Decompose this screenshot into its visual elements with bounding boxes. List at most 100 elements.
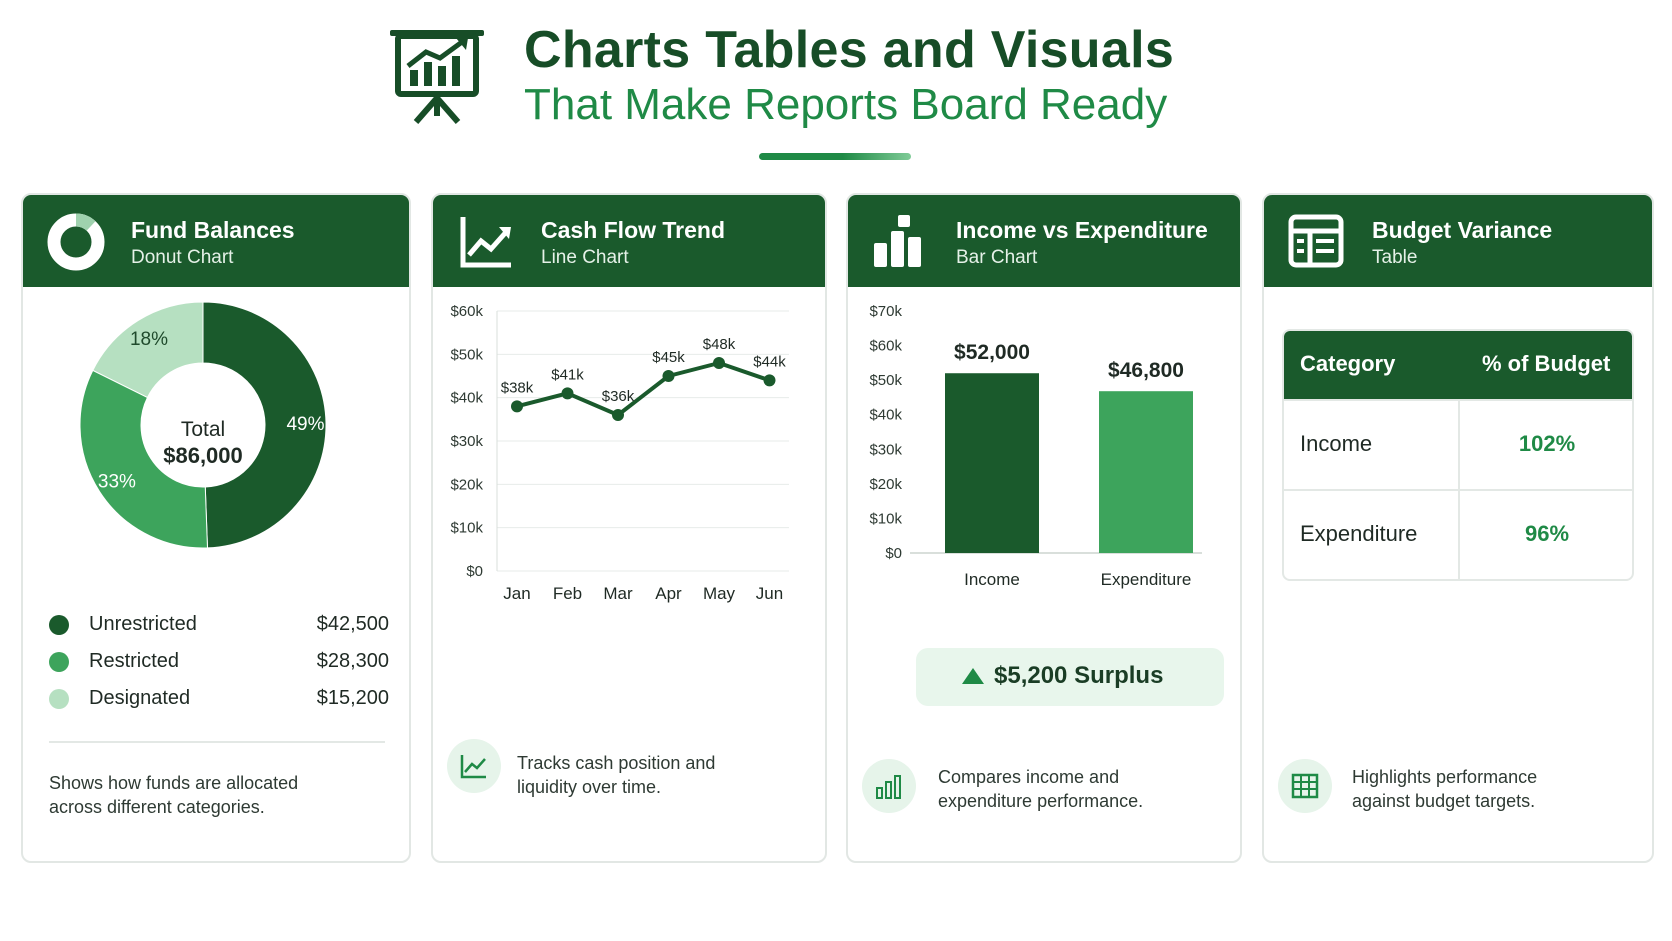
column-divider xyxy=(1458,401,1460,579)
bar-expenditure xyxy=(1099,391,1193,553)
y-tick-label: $50k xyxy=(450,346,483,363)
budget-variance-card: Budget Variance Table Category % of Budg… xyxy=(1262,193,1654,863)
legend-value: $42,500 xyxy=(316,613,389,635)
column-header-category: Category xyxy=(1300,351,1396,376)
y-tick-label: $50k xyxy=(869,372,902,389)
x-tick-label: Feb xyxy=(553,584,582,603)
card-subtitle: Line Chart xyxy=(541,247,629,268)
line-chart-icon xyxy=(460,217,511,268)
data-label: $45k xyxy=(652,349,685,366)
legend-label: Unrestricted xyxy=(89,613,197,635)
grid-icon xyxy=(1278,759,1332,813)
y-tick-label: $40k xyxy=(450,390,483,407)
card-description: Highlights performance against budget ta… xyxy=(1352,767,1538,811)
x-tick-label: Income xyxy=(964,570,1020,589)
surplus-text: $5,200 Surplus xyxy=(994,662,1164,689)
card-subtitle: Table xyxy=(1372,247,1418,268)
title-underline xyxy=(759,153,911,160)
presentation-chart-icon xyxy=(390,30,484,124)
legend-swatch xyxy=(49,689,69,709)
donut-center-label: Total xyxy=(181,418,225,441)
x-tick-label: Jan xyxy=(503,584,530,603)
card-header: Fund Balances Donut Chart xyxy=(23,195,409,287)
y-tick-label: $0 xyxy=(885,545,902,562)
card-title: Income vs Expenditure xyxy=(956,217,1208,243)
data-label: $44k xyxy=(753,353,786,370)
legend-value: $15,200 xyxy=(316,687,389,709)
card-title: Cash Flow Trend xyxy=(541,217,726,243)
table-header: Category % of Budget xyxy=(1284,331,1632,401)
page-header: Charts Tables and Visuals That Make Repo… xyxy=(0,0,1672,170)
surplus-badge: $5,200 Surplus xyxy=(916,648,1224,706)
bar-value-label: $46,800 xyxy=(1108,359,1184,382)
data-point xyxy=(713,357,725,369)
table-icon xyxy=(1288,214,1344,268)
card-description: Shows how funds are allocated across dif… xyxy=(49,773,299,817)
legend-item-restricted: Restricted $28,300 xyxy=(49,648,389,676)
card-title: Fund Balances xyxy=(131,217,295,243)
y-tick-label: $30k xyxy=(869,441,902,458)
y-tick-label: $10k xyxy=(869,510,902,527)
card-header: Budget Variance Table xyxy=(1264,195,1652,287)
fund-balances-card: Fund Balances Donut Chart Total $86,000 … xyxy=(21,193,411,863)
donut-center-value: $86,000 xyxy=(163,443,243,468)
data-label: $38k xyxy=(501,379,534,396)
data-point xyxy=(763,374,776,387)
donut-percent-label: 49% xyxy=(286,414,324,435)
page-subtitle: That Make Reports Board Ready xyxy=(524,80,1168,129)
bar-chart-icon xyxy=(862,759,916,813)
divider xyxy=(49,741,385,743)
y-tick-label: $60k xyxy=(869,338,902,355)
y-tick-label: $10k xyxy=(450,520,483,537)
x-tick-label: Jun xyxy=(756,584,783,603)
series-line xyxy=(516,361,771,417)
table-cell-category: Expenditure xyxy=(1300,521,1418,546)
donut-percent-label: 33% xyxy=(98,472,136,493)
income-expenditure-card: Income vs Expenditure Bar Chart $0 $10k $2… xyxy=(846,193,1242,863)
card-header: Cash Flow Trend Line Chart xyxy=(433,195,825,287)
y-tick-label: $70k xyxy=(869,305,902,320)
y-tick-label: $0 xyxy=(466,563,483,580)
table-cell-category: Income xyxy=(1300,431,1373,456)
data-point xyxy=(612,409,624,421)
column-header-percent: % of Budget xyxy=(1482,351,1611,376)
table-row: Income 102% xyxy=(1284,399,1632,489)
arrow-up-icon xyxy=(962,668,984,684)
data-point xyxy=(662,370,675,382)
card-subtitle: Donut Chart xyxy=(131,247,234,268)
bar-value-label: $52,000 xyxy=(954,341,1030,364)
data-point xyxy=(511,400,523,413)
bar-income xyxy=(945,373,1039,553)
donut-slice-unrestricted xyxy=(202,301,327,549)
x-tick-label: May xyxy=(703,584,736,603)
card-description: Tracks cash position and liquidity over … xyxy=(517,753,716,797)
data-point xyxy=(561,387,574,400)
y-tick-label: $20k xyxy=(869,476,902,493)
legend-swatch xyxy=(49,615,69,635)
x-tick-label: Mar xyxy=(603,584,633,603)
legend-item-designated: Designated $15,200 xyxy=(49,685,389,713)
donut-percent-label: 18% xyxy=(130,329,168,350)
budget-table: Category % of Budget Income 102% Expendi… xyxy=(1282,329,1634,581)
data-label: $48k xyxy=(703,336,736,353)
legend-swatch xyxy=(49,652,69,672)
card-subtitle: Bar Chart xyxy=(956,247,1038,268)
legend-value: $28,300 xyxy=(316,650,389,672)
bar-chart-icon xyxy=(874,215,921,267)
y-tick-label: $20k xyxy=(450,476,483,493)
legend-item-unrestricted: Unrestricted $42,500 xyxy=(49,611,389,639)
y-tick-label: $60k xyxy=(450,305,483,320)
card-header: Income vs Expenditure Bar Chart xyxy=(848,195,1240,287)
y-tick-label: $30k xyxy=(450,433,483,450)
x-tick-label: Apr xyxy=(655,584,682,603)
table-cell-percent: 96% xyxy=(1524,521,1570,546)
card-description: Compares income and expenditure performa… xyxy=(938,767,1144,811)
x-tick-label: Expenditure xyxy=(1101,570,1192,589)
legend-label: Designated xyxy=(89,687,191,709)
card-title: Budget Variance xyxy=(1372,217,1553,243)
data-label: $36k xyxy=(602,388,635,405)
donut-slice-designated xyxy=(92,301,204,399)
data-label: $41k xyxy=(551,366,584,383)
donut-chart: Total $86,000 49% 33% 18% xyxy=(79,301,327,549)
trend-icon xyxy=(447,739,501,793)
